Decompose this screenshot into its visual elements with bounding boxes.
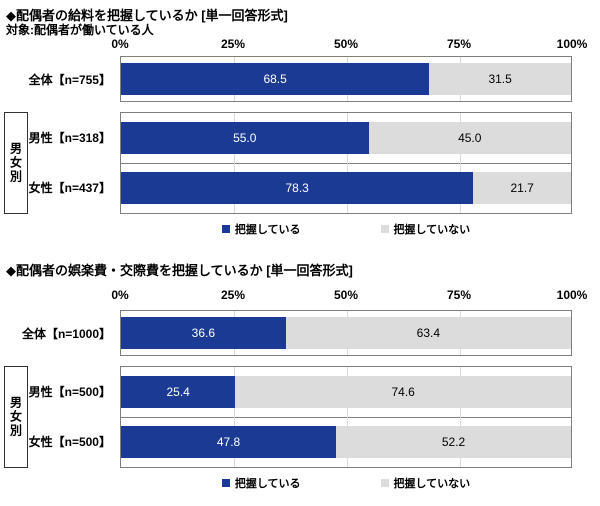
bar-value: 63.4: [416, 326, 441, 340]
legend-swatch-unaware-icon: [380, 225, 389, 233]
legend-swatch-aware-icon: [221, 479, 230, 487]
legend-label-unaware: 把握していない: [393, 478, 471, 490]
legend-item-unaware: 把握していない: [380, 475, 471, 491]
chart2-row-female: 47.8 52.2: [121, 417, 571, 467]
chart2-row-total: 36.6 63.4: [120, 310, 572, 356]
legend-item-aware: 把握している: [221, 475, 301, 491]
chart1-tick-50: 50%: [333, 37, 359, 51]
bar-segment-unaware: 31.5: [429, 63, 571, 95]
chart2-tick-50: 50%: [333, 288, 359, 302]
legend-label-aware: 把握している: [234, 478, 301, 490]
chart2-group-rows: 25.4 74.6 47.8 52.2: [120, 366, 572, 468]
chart1-label-total: 全体【n=755】: [28, 72, 111, 87]
chart1-tick-25: 25%: [220, 37, 246, 51]
bar-segment-aware: 47.8: [121, 426, 337, 458]
chart1-row-female: 78.3 21.7: [121, 163, 571, 213]
chart2-label-male: 男性【n=500】: [28, 384, 111, 399]
chart2-legend: 把握している 把握していない: [120, 476, 572, 490]
legend-label-aware: 把握している: [234, 224, 301, 236]
legend-swatch-unaware-icon: [380, 479, 389, 487]
chart2-label-total: 全体【n=1000】: [21, 326, 111, 341]
stacked-bar: 36.6 63.4: [121, 317, 571, 349]
chart2-tick-100: 100%: [556, 288, 588, 302]
chart2-group-box: 男女別: [4, 366, 28, 468]
stacked-bar: 55.0 45.0: [121, 122, 571, 154]
chart1-legend: 把握している 把握していない: [120, 222, 572, 236]
bar-value: 31.5: [488, 72, 512, 86]
bar-value: 52.2: [441, 435, 466, 449]
stacked-bar: 25.4 74.6: [121, 376, 571, 408]
legend-label-unaware: 把握していない: [393, 224, 471, 236]
bar-segment-unaware: 52.2: [336, 426, 571, 458]
bar-segment-unaware: 74.6: [235, 376, 571, 408]
bar-segment-aware: 55.0: [121, 122, 369, 154]
chart1-row-total: 68.5 31.5: [120, 56, 572, 102]
row-divider: [121, 163, 571, 164]
bar-value: 21.7: [510, 181, 534, 195]
stacked-bar: 47.8 52.2: [121, 426, 571, 458]
bar-segment-aware: 36.6: [121, 317, 286, 349]
chart1-label-male: 男性【n=318】: [28, 130, 111, 145]
bar-segment-unaware: 63.4: [285, 317, 571, 349]
chart1-tick-100: 100%: [556, 37, 588, 51]
chart1-tick-0: 0%: [111, 37, 129, 51]
bar-value: 55.0: [233, 131, 257, 145]
chart2-tick-25: 25%: [220, 288, 246, 302]
bar-value: 68.5: [263, 72, 287, 86]
stacked-bar: 78.3 21.7: [121, 172, 571, 204]
bar-value: 45.0: [458, 131, 482, 145]
legend-item-unaware: 把握していない: [380, 221, 471, 237]
chart1-tick-75: 75%: [446, 37, 472, 51]
legend-item-aware: 把握している: [221, 221, 301, 237]
bar-value: 47.8: [216, 435, 241, 449]
bar-segment-unaware: 45.0: [368, 122, 571, 154]
bar-segment-aware: 78.3: [121, 172, 474, 204]
chart2-tick-0: 0%: [111, 288, 129, 302]
chart1-subtitle: 対象:配偶者が働いている人: [6, 23, 154, 37]
row-divider: [121, 417, 571, 418]
bar-value: 25.4: [166, 385, 190, 399]
bar-segment-aware: 25.4: [121, 376, 236, 408]
chart2-label-female: 女性【n=500】: [28, 434, 111, 449]
bar-value: 36.6: [191, 326, 216, 340]
chart1-row-male: 55.0 45.0: [121, 113, 571, 163]
chart2-tick-75: 75%: [446, 288, 472, 302]
chart1-group-box: 男女別: [4, 112, 28, 214]
bar-value: 74.6: [391, 385, 415, 399]
legend-swatch-aware-icon: [221, 225, 230, 233]
bar-segment-unaware: 21.7: [473, 172, 571, 204]
chart1-title: ◆配偶者の給料を把握しているか [単一回答形式]: [6, 8, 288, 23]
chart1-group-label: 男女別: [8, 142, 23, 184]
chart2-title: ◆配偶者の娯楽費・交際費を把握しているか [単一回答形式]: [6, 263, 353, 278]
chart1-label-female: 女性【n=437】: [28, 180, 111, 195]
chart1-group-rows: 55.0 45.0 78.3 21.7: [120, 112, 572, 214]
stacked-bar: 68.5 31.5: [121, 63, 571, 95]
chart2-group-label: 男女別: [8, 396, 23, 438]
bar-value: 78.3: [285, 181, 309, 195]
bar-segment-aware: 68.5: [121, 63, 430, 95]
chart2-row-male: 25.4 74.6: [121, 367, 571, 417]
